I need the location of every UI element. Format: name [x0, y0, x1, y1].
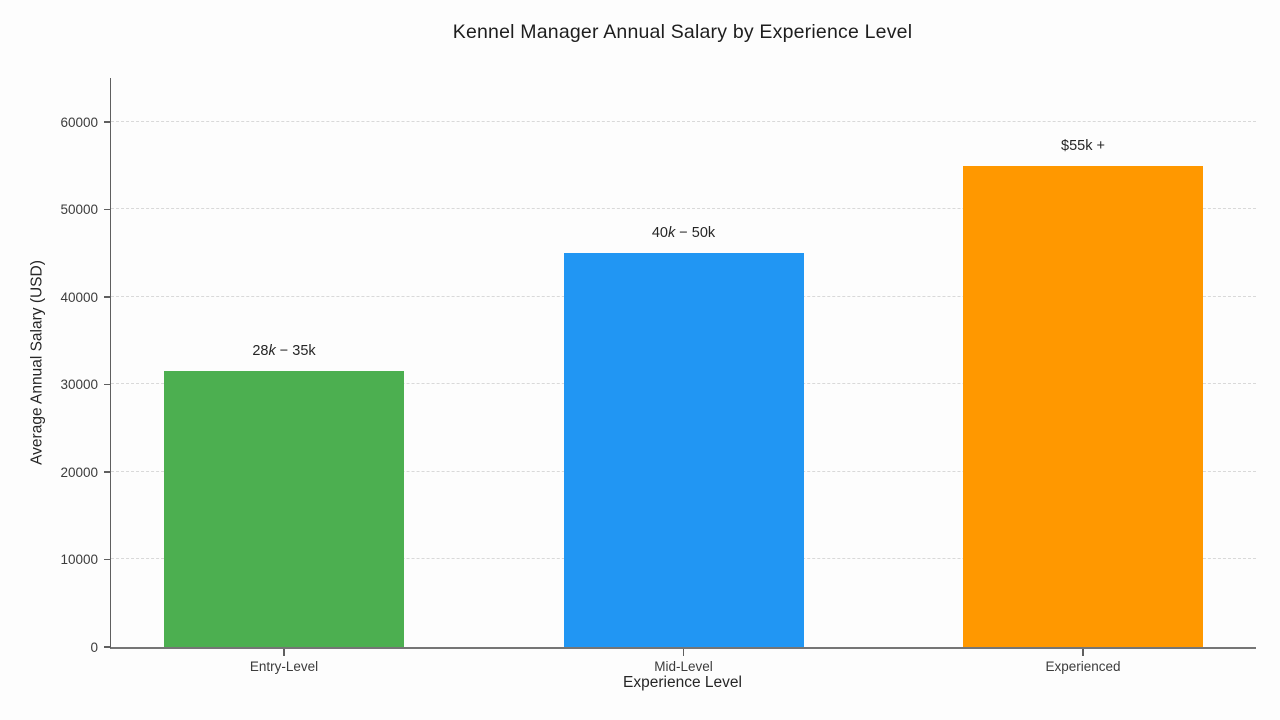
plot-area: 0 10000 20000 30000 40000 50000 60000 28k − 35k… — [60, 78, 1256, 674]
bar-entry-level — [164, 371, 404, 647]
y-tick-mark — [104, 296, 111, 298]
gridline — [111, 208, 1256, 210]
y-tick-label: 40000 — [60, 289, 98, 305]
x-tick-label: Entry-Level — [249, 659, 319, 674]
x-axis-label: Experience Level — [623, 674, 742, 691]
y-axis-label: Average Annual Salary (USD) — [28, 260, 46, 465]
y-tick-label: 30000 — [60, 377, 98, 393]
bar-value-label: $55k + — [1061, 137, 1105, 154]
x-tick-label: Experienced — [1045, 659, 1121, 674]
y-tick-mark — [104, 383, 111, 386]
y-tick-mark — [104, 558, 111, 561]
bar-value-label: 28k − 35k — [252, 343, 316, 360]
x-tick-mark — [283, 649, 285, 656]
x-tick-mark — [682, 649, 685, 656]
bar-value-label: 40k − 50k — [651, 225, 716, 242]
y-tick-label: 20000 — [60, 464, 98, 480]
y-tick-label: 0 — [90, 640, 98, 655]
y-tick-mark — [104, 471, 111, 473]
y-tick-mark — [104, 120, 111, 123]
y-tick-mark — [104, 208, 111, 211]
y-tick-label: 10000 — [60, 552, 98, 568]
x-tick-mark — [1082, 649, 1084, 656]
y-tick-mark — [104, 646, 111, 648]
x-tick-label: Mid-Level — [654, 659, 713, 674]
y-tick-label: 50000 — [60, 202, 98, 218]
bar-experienced — [963, 165, 1203, 647]
bar-mid-level — [563, 253, 804, 647]
y-tick-label: 60000 — [60, 114, 98, 130]
chart-title: Kennel Manager Annual Salary by Experien… — [452, 21, 913, 43]
gridline — [111, 120, 1256, 122]
